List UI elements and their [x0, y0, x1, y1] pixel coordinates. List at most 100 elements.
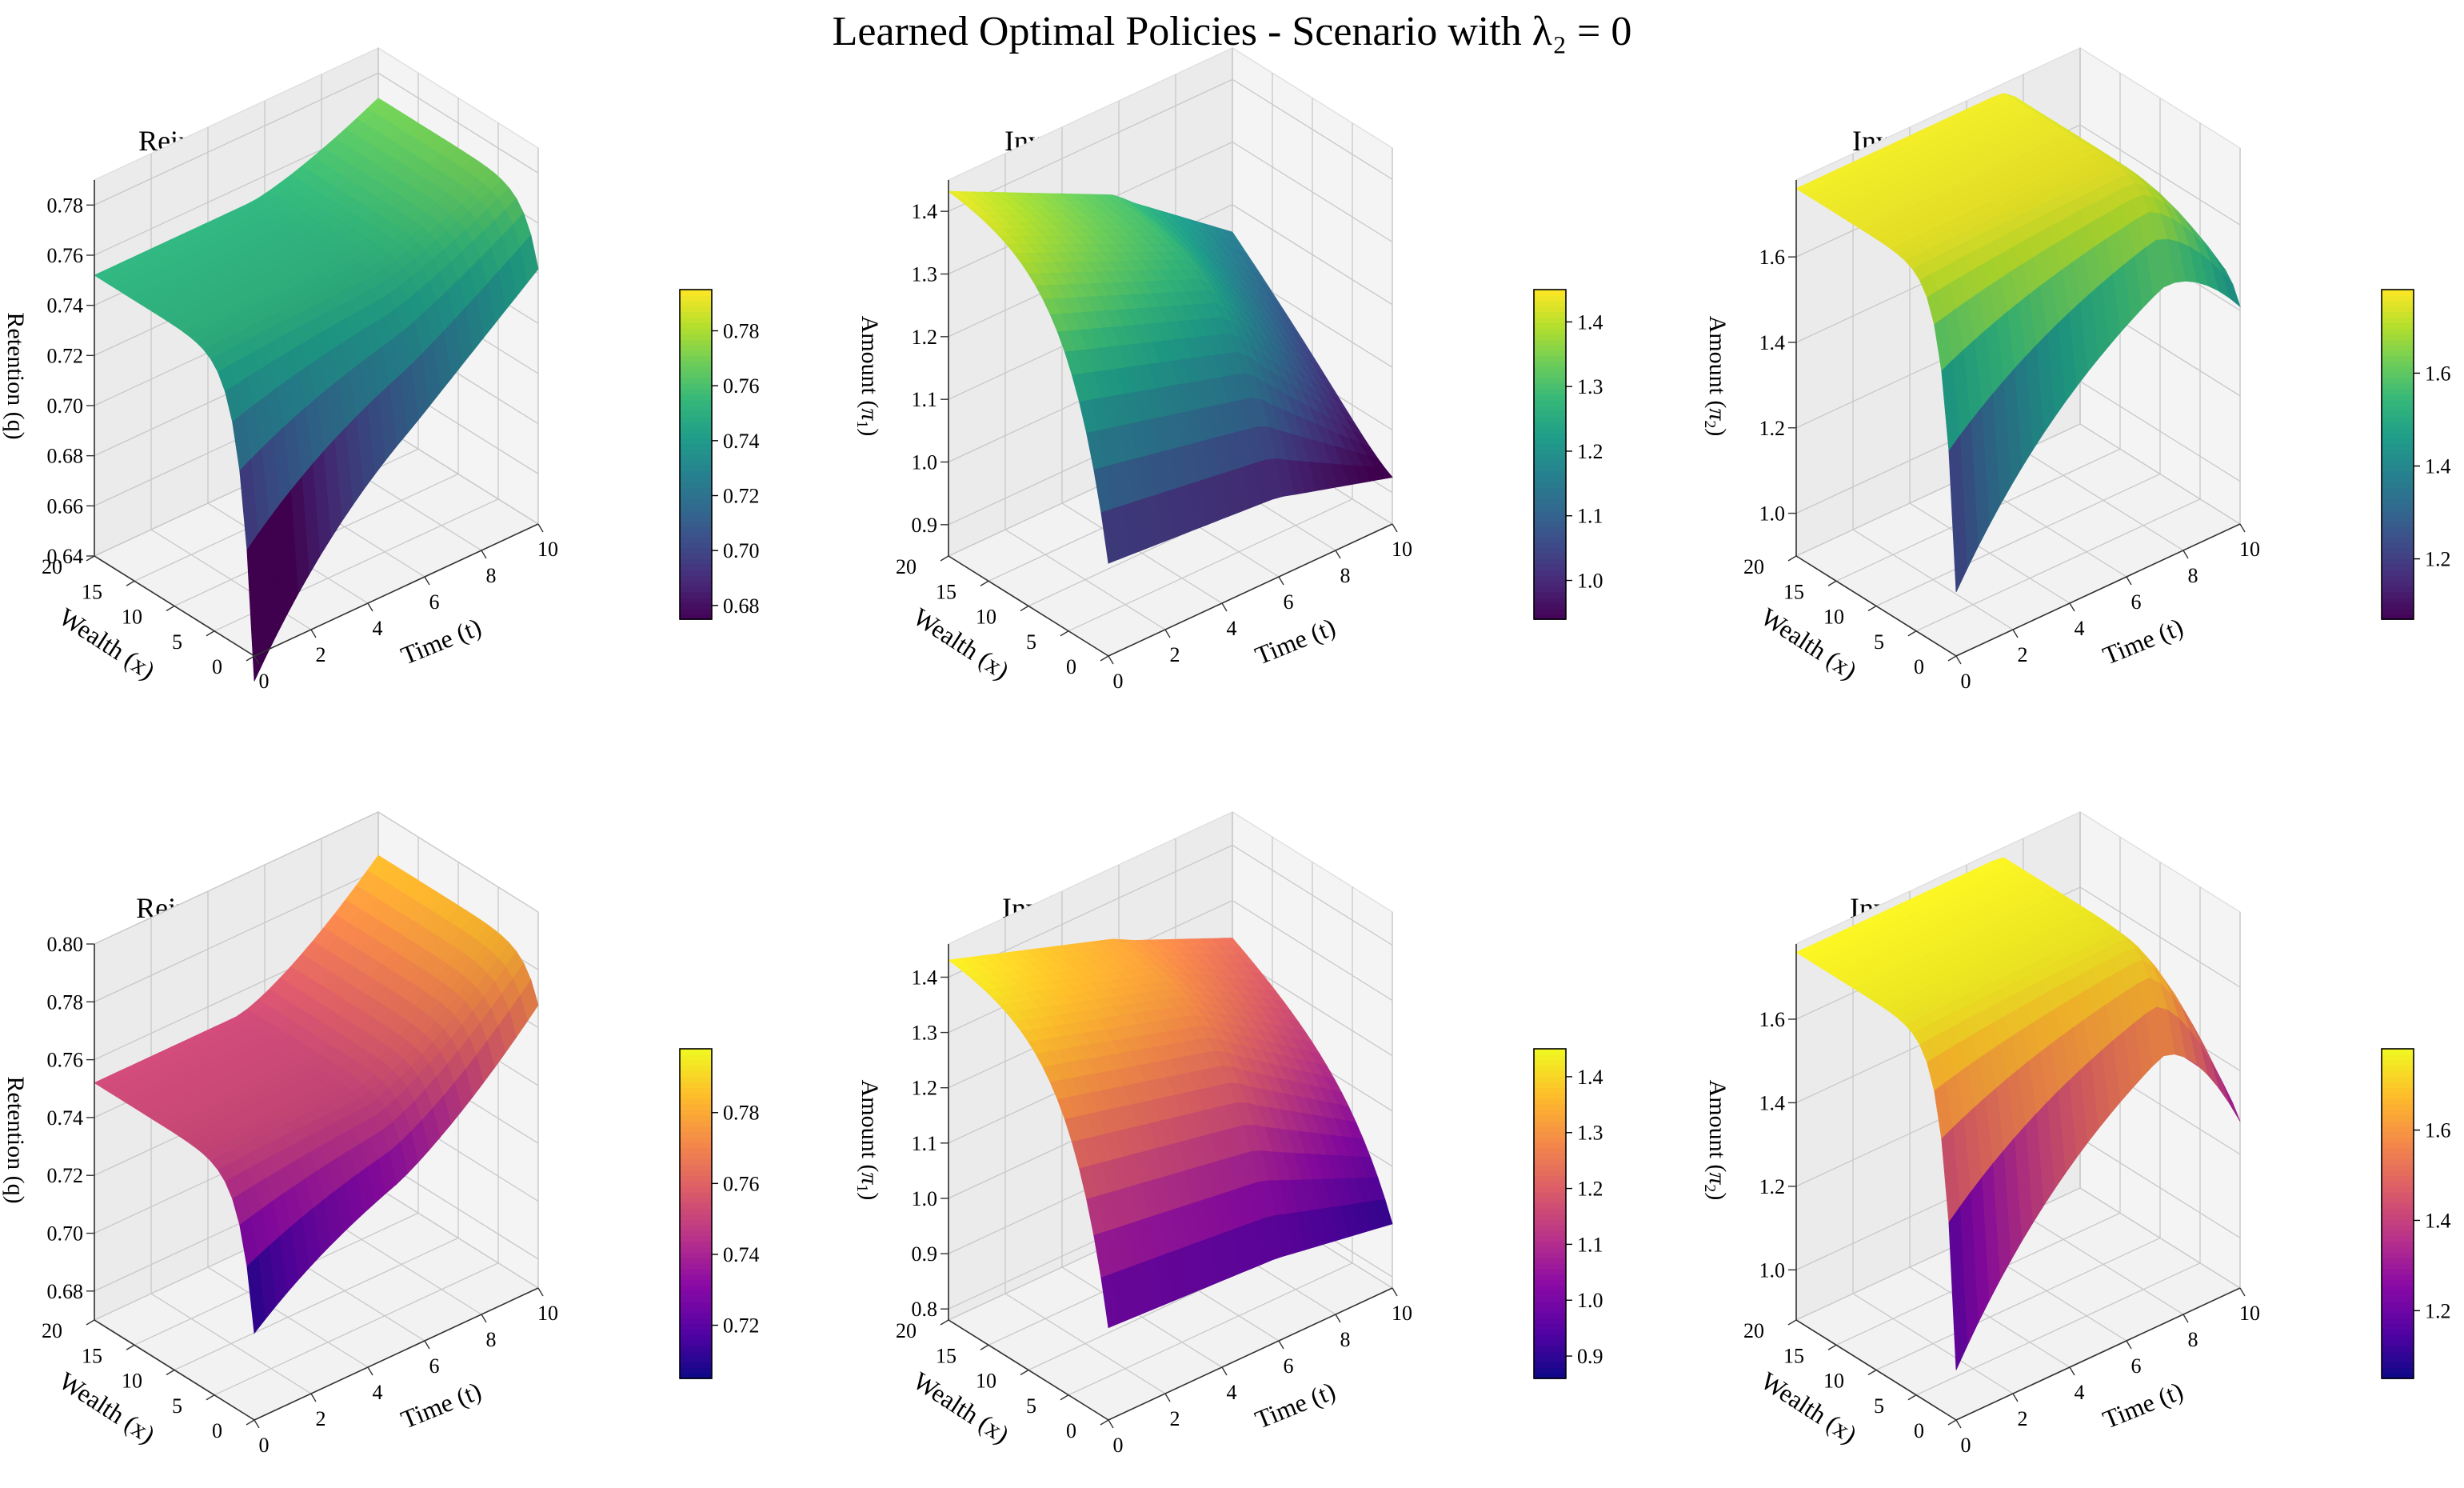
colorbar-band: [2382, 1323, 2414, 1330]
colorbar-band: [1534, 1218, 1566, 1226]
z-tick-label: 0.70: [47, 1222, 84, 1246]
x-tick: [2239, 523, 2246, 533]
colorbar-band: [2382, 1092, 2414, 1099]
colorbar-band: [1534, 1241, 1566, 1247]
colorbar-band: [680, 526, 712, 532]
colorbar-band: [2382, 1136, 2414, 1143]
colorbar-band: [680, 1109, 712, 1116]
z-tick-label: 1.3: [912, 1022, 938, 1045]
y-tick: [980, 580, 989, 586]
x-tick: [310, 1393, 317, 1402]
z-tick-label: 1.2: [912, 1077, 938, 1100]
colorbar-band: [2382, 597, 2414, 604]
colorbar-band: [2382, 1131, 2414, 1138]
z-tick-label: 0.8: [912, 1298, 938, 1321]
colorbar-band: [1534, 1126, 1566, 1132]
colorbar-band: [680, 415, 712, 422]
x-tick: [2182, 550, 2189, 559]
colorbar-band: [1534, 470, 1566, 478]
x-tick: [424, 576, 430, 586]
colorbar-band: [2382, 1246, 2414, 1253]
y-tick: [1947, 1419, 1957, 1426]
colorbar-band: [2382, 1082, 2414, 1088]
colorbar-band: [2382, 1147, 2414, 1154]
colorbar-band: [680, 361, 712, 367]
y-tick: [1100, 1419, 1109, 1426]
colorbar-tick-label: 1.0: [1577, 570, 1603, 593]
colorbar-band: [680, 520, 712, 527]
colorbar-tick-label: 0.72: [723, 1314, 760, 1338]
colorbar-tick-label: 0.70: [723, 539, 760, 562]
colorbar-band: [680, 1082, 712, 1088]
colorbar-band: [1534, 1087, 1566, 1094]
z-axis-label: Amount (π2): [1701, 316, 1731, 437]
colorbar-band: [1534, 1136, 1566, 1143]
colorbar-band: [2382, 410, 2414, 417]
y-axis-label: Wealth (x): [54, 1366, 161, 1449]
colorbar-band: [680, 1054, 712, 1061]
colorbar-band: [2382, 1202, 2414, 1209]
colorbar-band: [2382, 388, 2414, 395]
z-tick-label: 0.78: [47, 990, 84, 1014]
colorbar-band: [680, 547, 712, 554]
colorbar-band: [2382, 1208, 2414, 1214]
colorbar-band: [1534, 553, 1566, 560]
colorbar-band: [680, 1323, 712, 1330]
colorbar-band: [2382, 322, 2414, 329]
colorbar-band: [680, 1049, 712, 1055]
y-axis-label: Wealth (x): [1756, 1366, 1863, 1449]
y-tick-label: 15: [936, 580, 956, 603]
colorbar-band: [2382, 509, 2414, 516]
colorbar-band: [680, 1252, 712, 1258]
colorbar-band: [680, 322, 712, 329]
colorbar-tick-label: 1.2: [1577, 440, 1603, 463]
y-tick: [86, 1319, 95, 1326]
chart-panel-6: Investment π2 - Bear Market0246810051015…: [1701, 810, 2451, 1457]
colorbar-band: [680, 1367, 712, 1374]
colorbar-band: [2382, 1224, 2414, 1231]
z-tick-label: 1.3: [912, 263, 938, 286]
colorbar-band: [680, 355, 712, 362]
colorbar-band: [680, 1290, 712, 1297]
z-tick-label: 1.6: [1759, 246, 1786, 269]
colorbar-band: [1534, 1334, 1566, 1341]
z-tick-label: 1.1: [912, 1132, 938, 1155]
colorbar-band: [2382, 580, 2414, 587]
colorbar-band: [1534, 1323, 1566, 1330]
colorbar-band: [2382, 1334, 2414, 1341]
colorbar-band: [2382, 1098, 2414, 1105]
y-tick: [940, 1319, 949, 1326]
colorbar-band: [680, 311, 712, 318]
z-tick-label: 1.6: [1759, 1008, 1786, 1031]
colorbar-band: [2382, 542, 2414, 549]
colorbar-band: [680, 438, 712, 445]
colorbar-band: [1534, 498, 1566, 505]
colorbar-band: [1534, 1312, 1566, 1319]
colorbar-band: [1534, 597, 1566, 604]
colorbar-band: [680, 597, 712, 604]
y-tick: [86, 555, 95, 562]
colorbar-band: [680, 1131, 712, 1138]
colorbar-band: [680, 421, 712, 428]
colorbar-band: [680, 443, 712, 450]
x-tick-label: 4: [2075, 1381, 2085, 1404]
x-tick: [481, 1314, 487, 1323]
y-tick: [246, 1419, 255, 1426]
colorbar-band: [1534, 1235, 1566, 1242]
y-tick-label: 15: [82, 580, 102, 603]
colorbar-band: [2382, 1290, 2414, 1297]
grid-line-y: [1068, 122, 1353, 632]
colorbar-band: [680, 432, 712, 439]
colorbar-band: [1534, 608, 1566, 614]
z-tick-label: 1.4: [1759, 1091, 1786, 1114]
colorbar-band: [2382, 487, 2414, 494]
colorbar-band: [2382, 415, 2414, 422]
colorbar-band: [2382, 361, 2414, 367]
colorbar-band: [1534, 1339, 1566, 1346]
colorbar-band: [2382, 1367, 2414, 1374]
x-tick-label: 0: [259, 1434, 270, 1457]
colorbar-band: [2382, 1306, 2414, 1314]
colorbar-band: [1534, 1059, 1566, 1066]
colorbar-band: [680, 586, 712, 593]
y-tick-label: 0: [1914, 1419, 1924, 1442]
